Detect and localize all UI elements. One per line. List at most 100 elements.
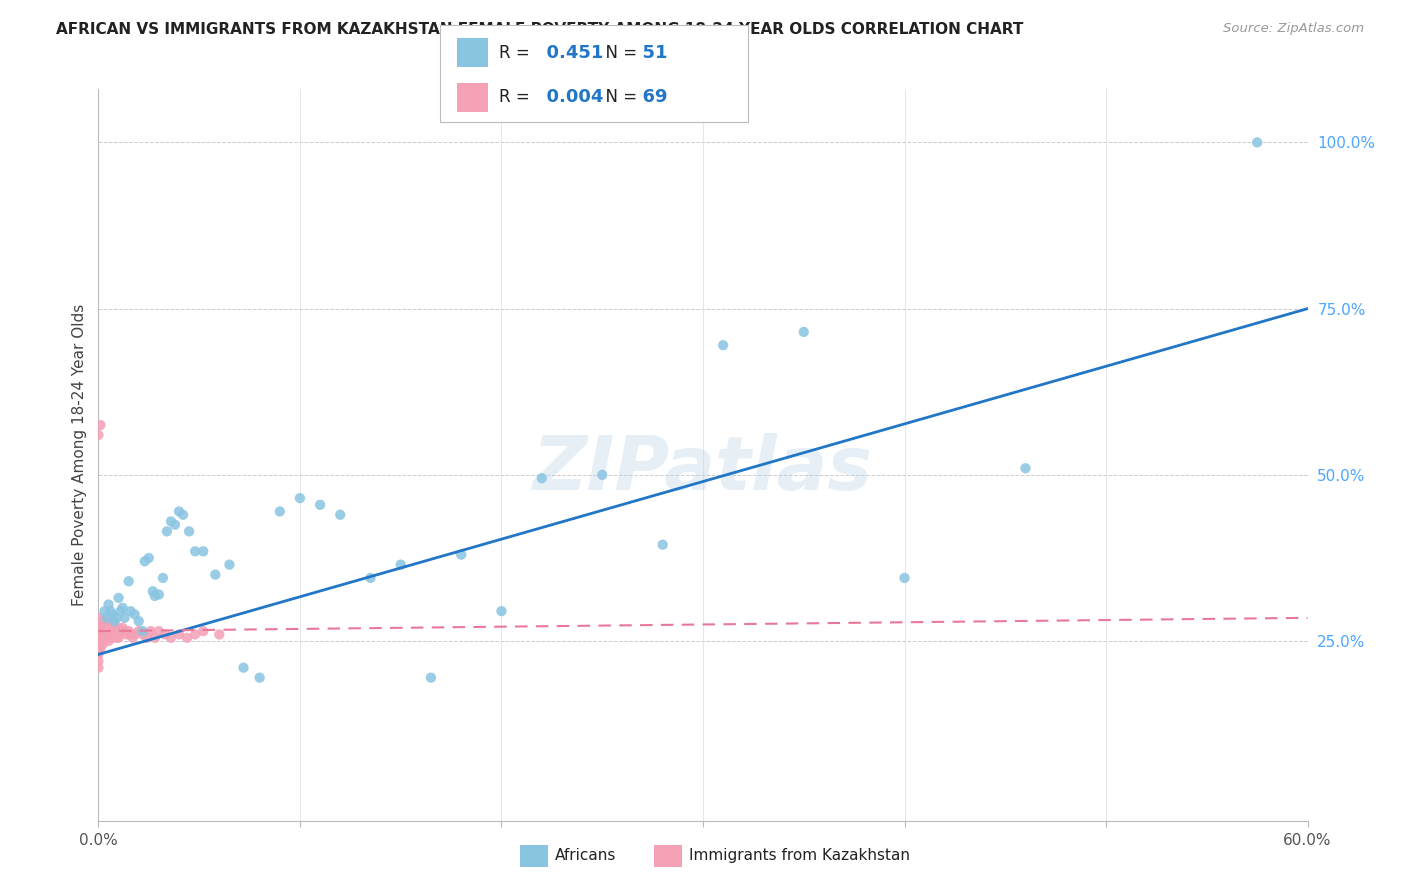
- Point: [115, 627, 138, 641]
- Point: [893, 571, 915, 585]
- Point: [204, 567, 226, 582]
- Point: [135, 631, 157, 645]
- Text: Africans: Africans: [555, 848, 617, 863]
- Point: [132, 624, 155, 639]
- Point: [120, 627, 142, 641]
- Point: [107, 624, 129, 639]
- Point: [91, 631, 114, 645]
- Point: [1246, 136, 1268, 150]
- Point: [793, 325, 815, 339]
- Point: [91, 627, 114, 641]
- Point: [89, 621, 111, 635]
- Point: [128, 624, 150, 639]
- Point: [91, 637, 114, 651]
- Point: [96, 624, 118, 639]
- Point: [142, 584, 165, 599]
- Point: [249, 671, 271, 685]
- Point: [148, 588, 170, 602]
- Point: [184, 544, 207, 558]
- Point: [87, 621, 110, 635]
- Point: [87, 637, 110, 651]
- Point: [96, 611, 118, 625]
- Point: [96, 617, 118, 632]
- Point: [110, 604, 132, 618]
- Point: [97, 634, 120, 648]
- Point: [93, 614, 115, 628]
- Point: [93, 604, 115, 618]
- Point: [91, 624, 114, 639]
- Point: [138, 551, 160, 566]
- Point: [232, 661, 254, 675]
- Point: [124, 627, 146, 641]
- Point: [87, 654, 110, 668]
- Point: [87, 634, 110, 648]
- Text: 51: 51: [630, 44, 668, 62]
- Point: [87, 611, 110, 625]
- Point: [172, 508, 194, 522]
- Point: [156, 524, 179, 539]
- Point: [87, 644, 110, 658]
- Point: [101, 631, 124, 645]
- Point: [148, 624, 170, 639]
- Point: [121, 631, 143, 645]
- Point: [184, 627, 207, 641]
- Point: [118, 574, 141, 589]
- Point: [389, 558, 412, 572]
- Point: [152, 571, 174, 585]
- Point: [450, 548, 472, 562]
- Point: [89, 417, 111, 432]
- Point: [530, 471, 553, 485]
- Point: [163, 517, 186, 532]
- Text: Immigrants from Kazakhstan: Immigrants from Kazakhstan: [689, 848, 910, 863]
- Point: [309, 498, 332, 512]
- Point: [89, 627, 111, 641]
- Point: [114, 611, 136, 625]
- Point: [176, 631, 198, 645]
- Point: [103, 621, 125, 635]
- Point: [591, 467, 613, 482]
- Point: [100, 631, 122, 645]
- Text: ZIPatlas: ZIPatlas: [533, 433, 873, 506]
- Point: [107, 621, 129, 635]
- Point: [87, 648, 110, 662]
- Point: [89, 634, 111, 648]
- Point: [87, 428, 110, 442]
- Point: [139, 624, 162, 639]
- Y-axis label: Female Poverty Among 18-24 Year Olds: Female Poverty Among 18-24 Year Olds: [72, 304, 87, 606]
- Point: [97, 627, 120, 641]
- Point: [288, 491, 311, 505]
- Point: [218, 558, 240, 572]
- Point: [160, 515, 183, 529]
- Text: 69: 69: [630, 88, 668, 106]
- Point: [420, 671, 443, 685]
- Text: R =: R =: [499, 44, 536, 62]
- Point: [87, 631, 110, 645]
- Point: [101, 621, 124, 635]
- Point: [491, 604, 513, 618]
- Point: [97, 617, 120, 632]
- Point: [208, 627, 231, 641]
- Text: N =: N =: [595, 88, 643, 106]
- Point: [89, 624, 111, 639]
- Point: [651, 538, 673, 552]
- Point: [87, 627, 110, 641]
- Point: [89, 631, 111, 645]
- Point: [97, 621, 120, 635]
- Point: [89, 640, 111, 655]
- Point: [100, 617, 122, 632]
- Point: [124, 607, 146, 622]
- Point: [103, 627, 125, 641]
- Point: [93, 631, 115, 645]
- Point: [167, 627, 190, 641]
- Point: [105, 631, 128, 645]
- Point: [132, 627, 155, 641]
- Point: [360, 571, 382, 585]
- Point: [167, 504, 190, 518]
- Point: [105, 624, 128, 639]
- Text: 0.004: 0.004: [534, 88, 603, 106]
- Point: [134, 554, 156, 568]
- Text: R =: R =: [499, 88, 536, 106]
- Point: [107, 591, 129, 605]
- Text: N =: N =: [595, 44, 643, 62]
- Text: AFRICAN VS IMMIGRANTS FROM KAZAKHSTAN FEMALE POVERTY AMONG 18-24 YEAR OLDS CORRE: AFRICAN VS IMMIGRANTS FROM KAZAKHSTAN FE…: [56, 22, 1024, 37]
